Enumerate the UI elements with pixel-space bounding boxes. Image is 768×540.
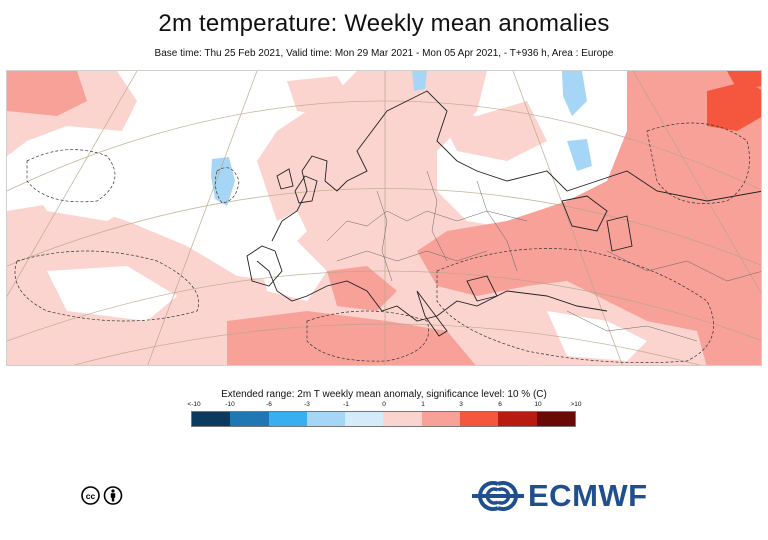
anomaly-neutral xyxy=(27,166,707,361)
map-canvas xyxy=(7,71,761,365)
colorbar-swatch xyxy=(345,412,384,426)
colorbar-swatch xyxy=(230,412,269,426)
colorbar-swatch xyxy=(192,412,231,426)
colorbar xyxy=(191,411,576,427)
graticule xyxy=(7,71,761,365)
map-subtitle: Base time: Thu 25 Feb 2021, Valid time: … xyxy=(154,48,614,59)
significance-contours xyxy=(14,122,750,363)
svg-text:cc: cc xyxy=(86,491,96,501)
colorbar-tick: 1 xyxy=(421,401,425,408)
colorbar-tick: 3 xyxy=(459,401,463,408)
colorbar-tick: -10 xyxy=(225,401,235,408)
colorbar-tick: 0 xyxy=(382,401,386,408)
anomaly-map xyxy=(6,70,762,366)
ecmwf-logo: ECMWF xyxy=(472,478,692,514)
anomaly-strong-warm xyxy=(707,71,761,131)
map-title: 2m temperature: Weekly mean anomalies xyxy=(158,10,610,37)
colorbar-ticks: <-10 -10 -6 -3 -1 0 1 3 6 10 >10 xyxy=(176,401,596,411)
colorbar-swatch xyxy=(268,412,307,426)
legend-title: Extended range: 2m T weekly mean anomaly… xyxy=(221,389,547,400)
colorbar-tick: >10 xyxy=(570,401,582,408)
ecmwf-logo-mark-icon xyxy=(472,481,524,511)
colorbar-swatch xyxy=(421,412,461,426)
colorbar-tick: -6 xyxy=(266,401,272,408)
colorbar-swatch xyxy=(460,412,499,426)
colorbar-tick: 6 xyxy=(498,401,502,408)
colorbar-swatch xyxy=(383,412,422,426)
colorbar-tick: -3 xyxy=(304,401,310,408)
colorbar-swatch xyxy=(498,412,537,426)
ecmwf-logo-text: ECMWF xyxy=(528,478,648,513)
creative-commons-by-icon: cc xyxy=(81,486,125,505)
colorbar-tick: -1 xyxy=(343,401,349,408)
colorbar-swatch xyxy=(306,412,346,426)
colorbar-swatch xyxy=(536,412,575,426)
coastlines xyxy=(246,90,761,337)
colorbar-tick: 10 xyxy=(534,401,542,408)
colorbar-tick: <-10 xyxy=(187,401,201,408)
